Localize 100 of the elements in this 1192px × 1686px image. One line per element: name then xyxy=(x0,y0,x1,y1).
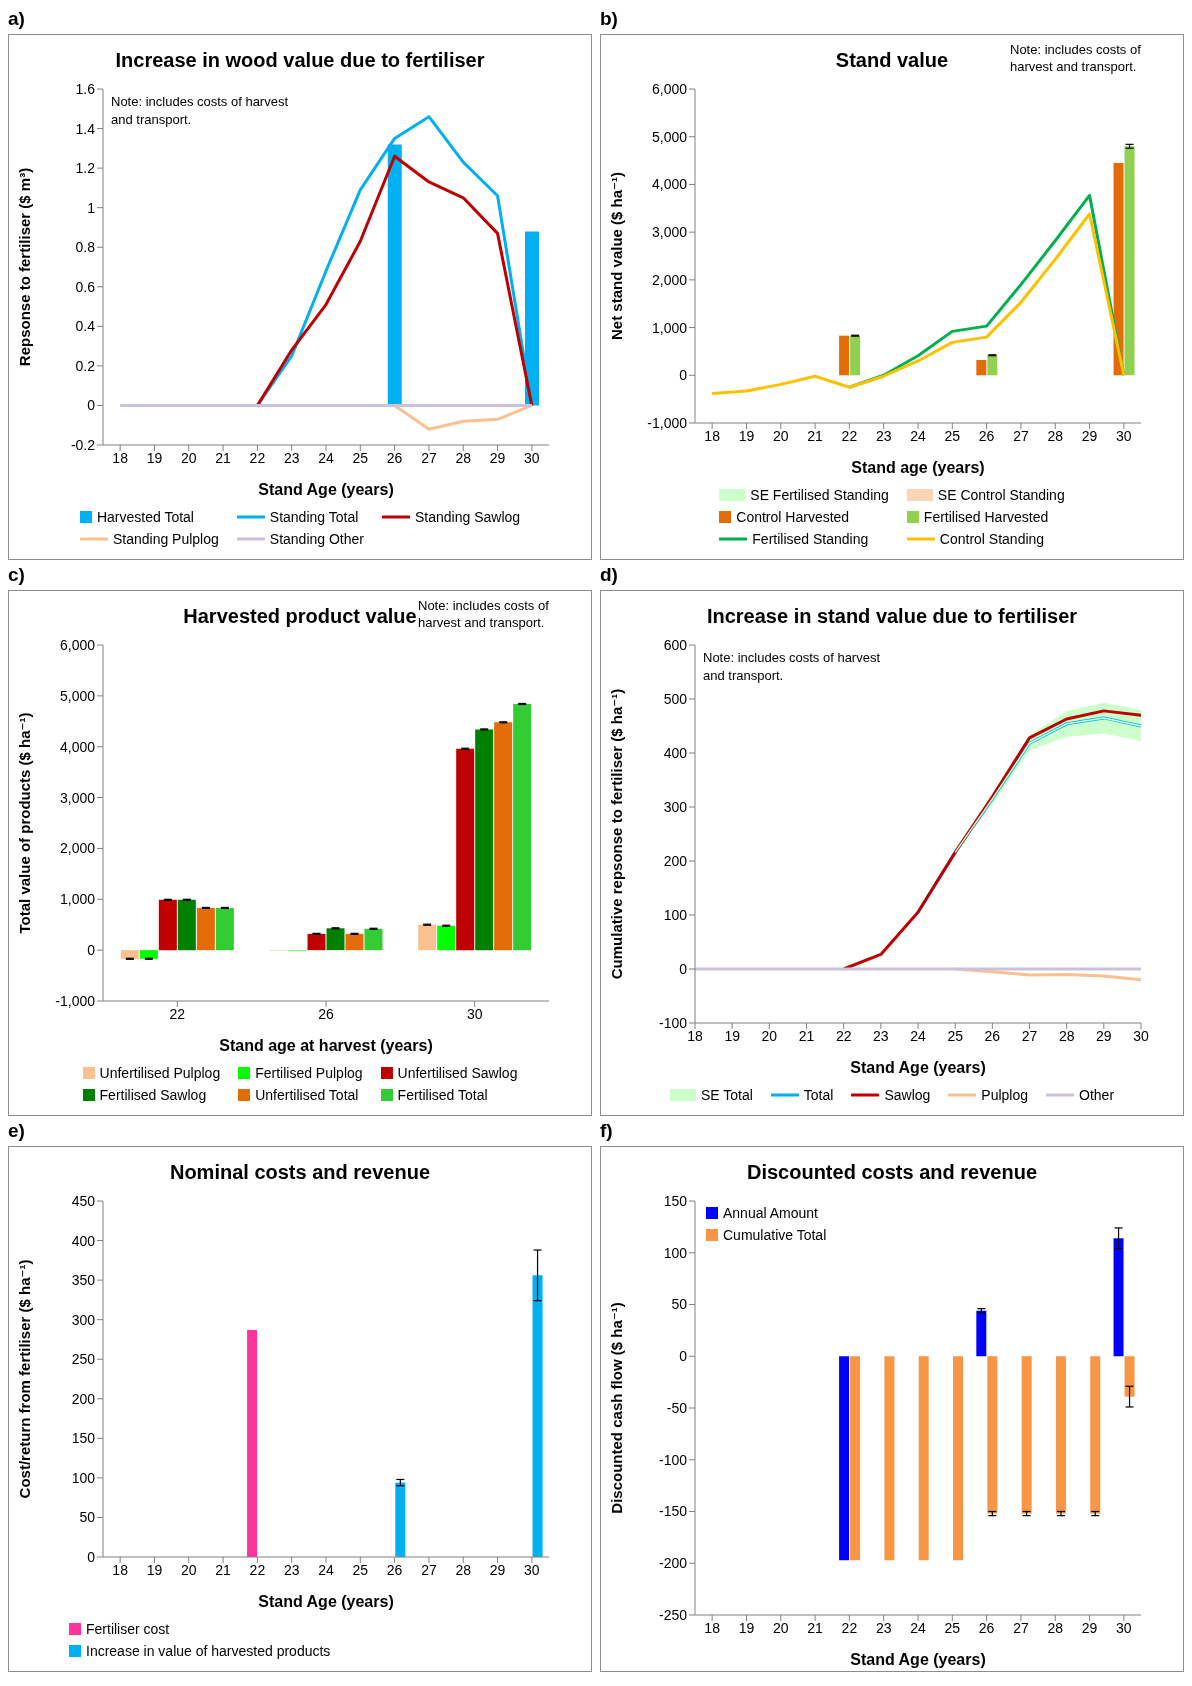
y-tick-label: 0.6 xyxy=(75,278,96,295)
x-tick-label: 25 xyxy=(944,1619,961,1636)
legend-label: Unfertilised Total xyxy=(254,1087,360,1103)
y-tick-label: -250 xyxy=(658,1606,688,1623)
x-tick-label: 21 xyxy=(798,1027,815,1044)
x-tick-label: 20 xyxy=(772,427,789,444)
x-tick-label: 24 xyxy=(318,449,334,466)
x-tick-label: 22 xyxy=(249,1561,266,1578)
x-tick-label: 29 xyxy=(1081,427,1098,444)
y-tick-label: 4,000 xyxy=(59,738,96,755)
x-tick-label: 21 xyxy=(807,1619,824,1636)
legend-label: Pulplog xyxy=(980,1087,1029,1103)
y-tick-label: 5,000 xyxy=(59,687,96,704)
x-tick-label: 20 xyxy=(772,1619,789,1636)
x-tick-label: 22 xyxy=(841,1619,858,1636)
chart-title: Increase in wood value due to fertiliser xyxy=(114,48,486,72)
chart-title: Nominal costs and revenue xyxy=(168,1160,432,1184)
y-tick-label: 100 xyxy=(663,1244,688,1261)
y-tick-label: 150 xyxy=(663,1192,688,1209)
x-tick-label: 29 xyxy=(1096,1027,1112,1044)
x-tick-label: 26 xyxy=(978,1619,995,1636)
y-tick-label: 3,000 xyxy=(59,789,96,806)
x-tick-label: 22 xyxy=(169,1005,186,1022)
y-tick-label: -50 xyxy=(666,1399,688,1416)
x-tick-label: 22 xyxy=(841,427,858,444)
legend-label: Fertilised Standing xyxy=(751,531,870,547)
legend-label: Fertilised Harvested xyxy=(922,509,1050,525)
y-tick-label: 50 xyxy=(671,1296,688,1313)
y-tick-label: 150 xyxy=(71,1430,96,1447)
chart-title: Stand value xyxy=(835,49,949,71)
x-tick-label: 30 xyxy=(466,1005,483,1022)
x-tick-label: 18 xyxy=(112,1561,129,1578)
x-tick-label: 30 xyxy=(1116,427,1132,444)
annotation: Note: includes costs of harvest and transport. xyxy=(703,649,882,685)
legend-label: Harvested Total xyxy=(95,509,195,525)
x-tick-label: 28 xyxy=(455,1561,472,1578)
x-tick-label: 20 xyxy=(180,449,197,466)
x-axis-title: Stand age at harvest (years) xyxy=(219,1037,433,1054)
chart-title: Discounted costs and revenue xyxy=(745,1160,1039,1184)
y-axis-title: Net stand value ($ ha⁻¹) xyxy=(608,172,626,340)
legend-label: Sawlog xyxy=(883,1087,931,1103)
text: b) xyxy=(600,8,619,31)
x-tick-label: 28 xyxy=(1047,1619,1064,1636)
x-axis-title: Stand Age (years) xyxy=(258,1593,394,1610)
legend-label: Annual Amount xyxy=(722,1205,819,1221)
y-tick-label: 200 xyxy=(71,1390,96,1407)
x-tick-label: 28 xyxy=(1058,1027,1075,1044)
text: a) xyxy=(8,8,26,31)
y-tick-label: 300 xyxy=(71,1311,96,1328)
legend-label: Total xyxy=(802,1087,834,1103)
x-tick-label: 19 xyxy=(738,1619,755,1636)
y-tick-label: 6,000 xyxy=(651,80,688,97)
x-tick-label: 22 xyxy=(835,1027,852,1044)
x-tick-label: 18 xyxy=(704,1619,721,1636)
y-tick-label: 0.4 xyxy=(75,318,96,335)
x-tick-label: 23 xyxy=(875,427,892,444)
y-tick-label: 1.2 xyxy=(75,160,96,177)
x-tick-label: 23 xyxy=(283,1561,300,1578)
legend-label: Standing Total xyxy=(268,509,360,525)
x-tick-label: 24 xyxy=(910,1027,926,1044)
y-tick-label: 6,000 xyxy=(59,636,96,653)
y-tick-label: 100 xyxy=(663,906,688,923)
y-tick-label: 50 xyxy=(79,1509,96,1526)
y-tick-label: 100 xyxy=(71,1469,96,1486)
x-tick-label: 30 xyxy=(524,449,540,466)
x-tick-label: 25 xyxy=(947,1027,964,1044)
x-tick-label: 29 xyxy=(489,1561,506,1578)
x-tick-label: 28 xyxy=(1047,427,1064,444)
legend-label: Cumulative Total xyxy=(722,1227,827,1243)
x-tick-label: 29 xyxy=(1081,1619,1098,1636)
legend-label: Unfertilised Sawlog xyxy=(396,1065,518,1081)
legend-label: Fertilised Pulplog xyxy=(254,1065,363,1081)
x-tick-label: 21 xyxy=(807,427,824,444)
x-tick-label: 21 xyxy=(215,1561,232,1578)
x-axis-title: Stand Age (years) xyxy=(850,1059,986,1076)
y-tick-label: 1.6 xyxy=(75,80,96,97)
legend-label: Standing Other xyxy=(268,531,364,547)
legend-label: SE Control Standing xyxy=(936,487,1065,503)
y-tick-label: 4,000 xyxy=(651,176,688,193)
y-tick-label: 400 xyxy=(663,744,688,761)
x-tick-label: 23 xyxy=(873,1027,889,1044)
y-tick-label: -0.2 xyxy=(70,436,96,453)
y-tick-label: 5,000 xyxy=(651,128,688,145)
legend-label: Fertiliser cost xyxy=(85,1621,171,1637)
text: e) xyxy=(8,1120,26,1143)
y-tick-label: 3,000 xyxy=(651,224,688,241)
x-tick-label: 30 xyxy=(1116,1619,1132,1636)
x-tick-label: 27 xyxy=(1021,1027,1038,1044)
y-tick-label: -200 xyxy=(658,1555,688,1572)
x-tick-label: 18 xyxy=(112,449,129,466)
x-tick-label: 30 xyxy=(524,1561,540,1578)
x-axis-title: Stand Age (years) xyxy=(850,1651,986,1668)
y-axis-title: Total value of products ($ ha⁻¹) xyxy=(16,712,34,934)
y-tick-label: 1,000 xyxy=(59,891,96,908)
legend-label: Fertilised Sawlog xyxy=(98,1087,208,1103)
y-tick-label: 0.8 xyxy=(75,239,96,256)
x-tick-label: 18 xyxy=(704,427,721,444)
x-tick-label: 25 xyxy=(944,427,961,444)
chart-title: Harvested product value xyxy=(183,605,417,627)
x-tick-label: 19 xyxy=(146,449,163,466)
